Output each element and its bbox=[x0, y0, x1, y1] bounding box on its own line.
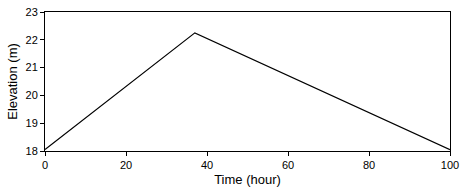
svg-text:19: 19 bbox=[26, 117, 38, 129]
svg-text:Time (hour): Time (hour) bbox=[214, 172, 281, 187]
svg-text:Elevation (m): Elevation (m) bbox=[5, 43, 20, 120]
svg-text:40: 40 bbox=[201, 159, 213, 171]
svg-text:0: 0 bbox=[42, 159, 48, 171]
svg-text:20: 20 bbox=[120, 159, 132, 171]
svg-text:20: 20 bbox=[26, 89, 38, 101]
svg-text:21: 21 bbox=[26, 61, 38, 73]
svg-text:60: 60 bbox=[282, 159, 294, 171]
svg-text:80: 80 bbox=[363, 159, 375, 171]
svg-text:18: 18 bbox=[26, 145, 38, 157]
svg-text:22: 22 bbox=[26, 34, 38, 46]
svg-text:100: 100 bbox=[441, 159, 459, 171]
svg-text:23: 23 bbox=[26, 6, 38, 18]
